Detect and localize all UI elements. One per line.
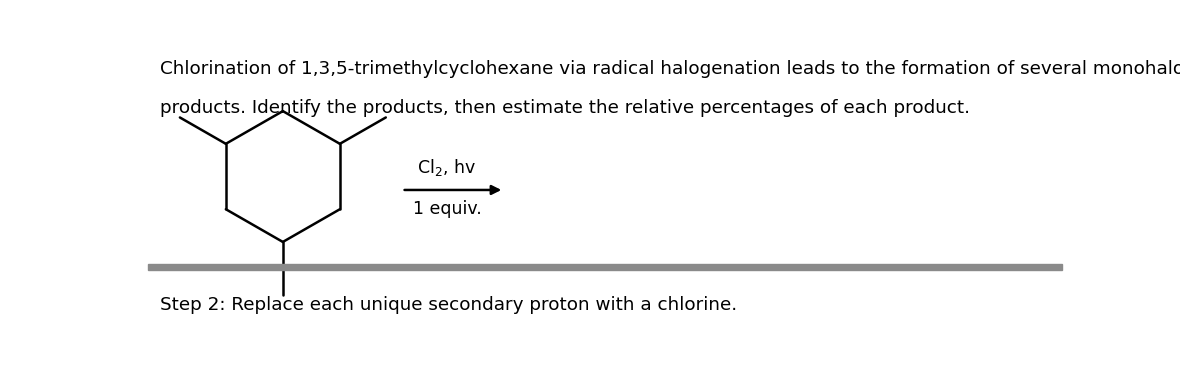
Text: Step 2: Replace each unique secondary proton with a chlorine.: Step 2: Replace each unique secondary pr…: [160, 296, 738, 314]
Text: Chlorination of 1,3,5-trimethylcyclohexane via radical halogenation leads to the: Chlorination of 1,3,5-trimethylcyclohexa…: [160, 60, 1180, 78]
Text: products. Identify the products, then estimate the relative percentages of each : products. Identify the products, then es…: [160, 99, 970, 117]
Bar: [148, 264, 1062, 270]
Text: 1 equiv.: 1 equiv.: [413, 200, 481, 218]
Text: Cl$_2$, hv: Cl$_2$, hv: [418, 157, 477, 178]
